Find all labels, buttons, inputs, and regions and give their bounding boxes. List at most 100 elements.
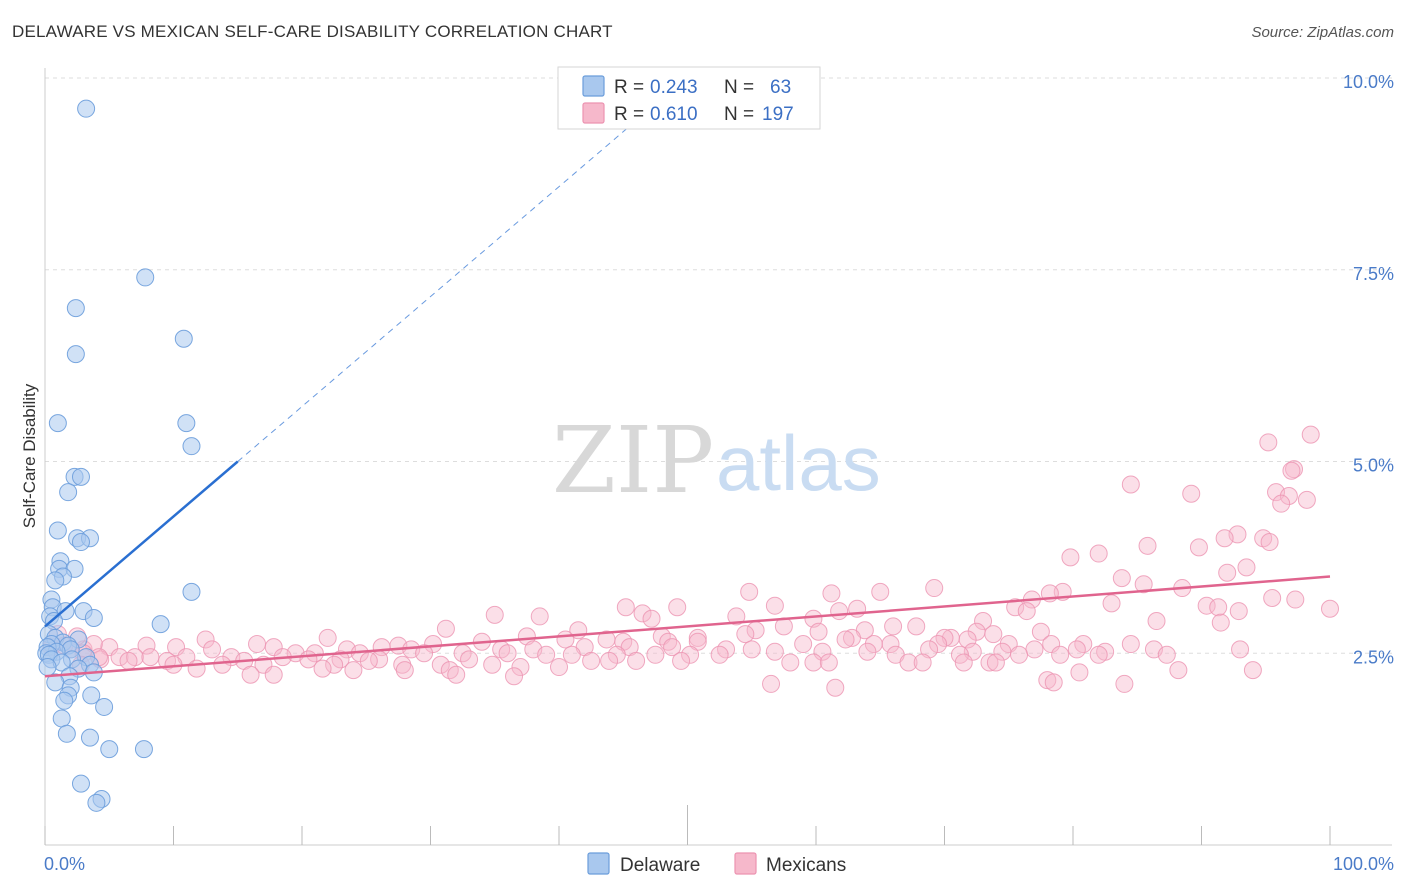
delaware-point <box>38 658 57 677</box>
mexicans-point <box>264 665 283 684</box>
mexicans-point <box>1025 640 1044 659</box>
mexicans-point <box>1051 645 1070 664</box>
mexicans-point <box>517 627 536 646</box>
delaware-trend-line <box>44 460 239 628</box>
legend-swatch-delaware <box>582 75 605 97</box>
mexicans-point <box>842 628 861 647</box>
mexicans-point <box>460 650 479 669</box>
mexicans-point <box>809 622 828 641</box>
mexicans-point <box>530 607 549 626</box>
mexicans-point <box>974 612 993 631</box>
mexicans-point <box>436 619 455 638</box>
mexicans-point <box>537 645 556 664</box>
mexicans-point <box>483 655 502 674</box>
legend-r-label-mexicans: R = <box>614 104 644 125</box>
mexicans-point <box>447 665 466 684</box>
correlation-legend: R = 0.243 N = 63 R = 0.610 N = 197 <box>557 66 821 130</box>
mexicans-point <box>616 598 635 617</box>
mexicans-point <box>550 658 568 677</box>
mexicans-point <box>1297 490 1316 509</box>
mexicans-point <box>248 635 267 654</box>
legend-n-value-mexicans: 197 <box>762 104 794 125</box>
mexicans-point <box>344 661 363 680</box>
watermark-zip: ZIP <box>552 407 714 514</box>
mexicans-point <box>826 678 845 697</box>
delaware-point <box>182 582 201 601</box>
delaware-point <box>151 615 170 634</box>
mexicans-point <box>858 642 877 661</box>
mexicans-point <box>203 640 222 659</box>
delaware-point <box>59 483 78 502</box>
mexicans-point <box>1061 548 1080 567</box>
bottom-legend-swatch-mexicans <box>734 852 757 875</box>
bottom-legend-swatch-delaware <box>587 852 610 875</box>
mexicans-point <box>710 645 729 664</box>
mexicans-point <box>264 638 283 657</box>
mexicans-point <box>1263 589 1282 608</box>
delaware-point <box>182 437 201 456</box>
mexicans-point <box>736 625 755 644</box>
legend-n-label-delaware: N = <box>724 77 754 98</box>
mexicans-point <box>241 665 260 684</box>
mexicans-point <box>141 648 160 667</box>
mexicans-point <box>1259 433 1278 452</box>
axes <box>44 68 1392 846</box>
legend-r-value-mexicans: 0.610 <box>650 104 698 125</box>
mexicans-point <box>781 653 800 672</box>
mexicans-point <box>556 630 575 649</box>
mexicans-point <box>511 658 530 677</box>
mexicans-point <box>1286 590 1305 609</box>
mexicans-point <box>980 653 999 672</box>
mexicans-point <box>1010 645 1029 664</box>
mexicans-point <box>925 579 944 598</box>
mexicans-point <box>1218 563 1237 582</box>
mexicans-point <box>1189 538 1208 557</box>
mexicans-point <box>1089 645 1108 664</box>
mexicans-point <box>1115 674 1134 693</box>
mexicans-point <box>740 582 759 601</box>
mexicans-point <box>627 651 646 670</box>
mexicans-point <box>505 667 524 686</box>
mexicans-point <box>822 584 841 603</box>
mexicans-point <box>804 653 823 672</box>
mexicans-point <box>642 609 661 628</box>
mexicans-point <box>1089 544 1108 563</box>
mexicans-point <box>1301 425 1320 444</box>
mexicans-point <box>688 628 707 647</box>
mexicans-point <box>668 598 687 617</box>
mexicans-point <box>1197 596 1216 615</box>
mexicans-point <box>393 655 412 674</box>
delaware-point <box>134 740 153 759</box>
delaware-point <box>136 268 155 287</box>
y-tick-label-2: 7.5% <box>1353 264 1394 284</box>
mexicans-point <box>562 645 581 664</box>
mexicans-point <box>1211 613 1230 632</box>
legend-r-value-delaware: 0.243 <box>650 77 698 98</box>
delaware-point <box>66 299 85 318</box>
mexicans-point <box>485 605 504 624</box>
mexicans-point <box>582 651 601 670</box>
delaware-point <box>71 467 90 486</box>
mexicans-point <box>600 651 619 670</box>
delaware-point <box>177 414 196 433</box>
mexicans-point <box>424 635 443 654</box>
mexicans-point <box>313 659 332 678</box>
mexicans-point <box>498 644 517 663</box>
delaware-point <box>84 608 103 627</box>
x-tick-label-0: 0.0% <box>44 854 85 874</box>
delaware-point <box>48 521 67 540</box>
mexicans-point <box>646 645 665 664</box>
mexicans-points <box>42 425 1339 697</box>
bottom-legend-delaware: Delaware <box>620 855 700 876</box>
y-tick-label-0: 2.5% <box>1353 647 1394 667</box>
mexicans-point <box>871 582 890 601</box>
x-tick-label-1: 100.0% <box>1333 854 1394 874</box>
y-tick-label-3: 10.0% <box>1343 72 1394 92</box>
delaware-point <box>77 99 96 118</box>
delaware-point <box>66 345 85 364</box>
mexicans-point <box>830 602 849 621</box>
mexicans-point <box>765 596 784 615</box>
delaware-point <box>57 724 76 743</box>
legend-n-label-mexicans: N = <box>724 104 754 125</box>
